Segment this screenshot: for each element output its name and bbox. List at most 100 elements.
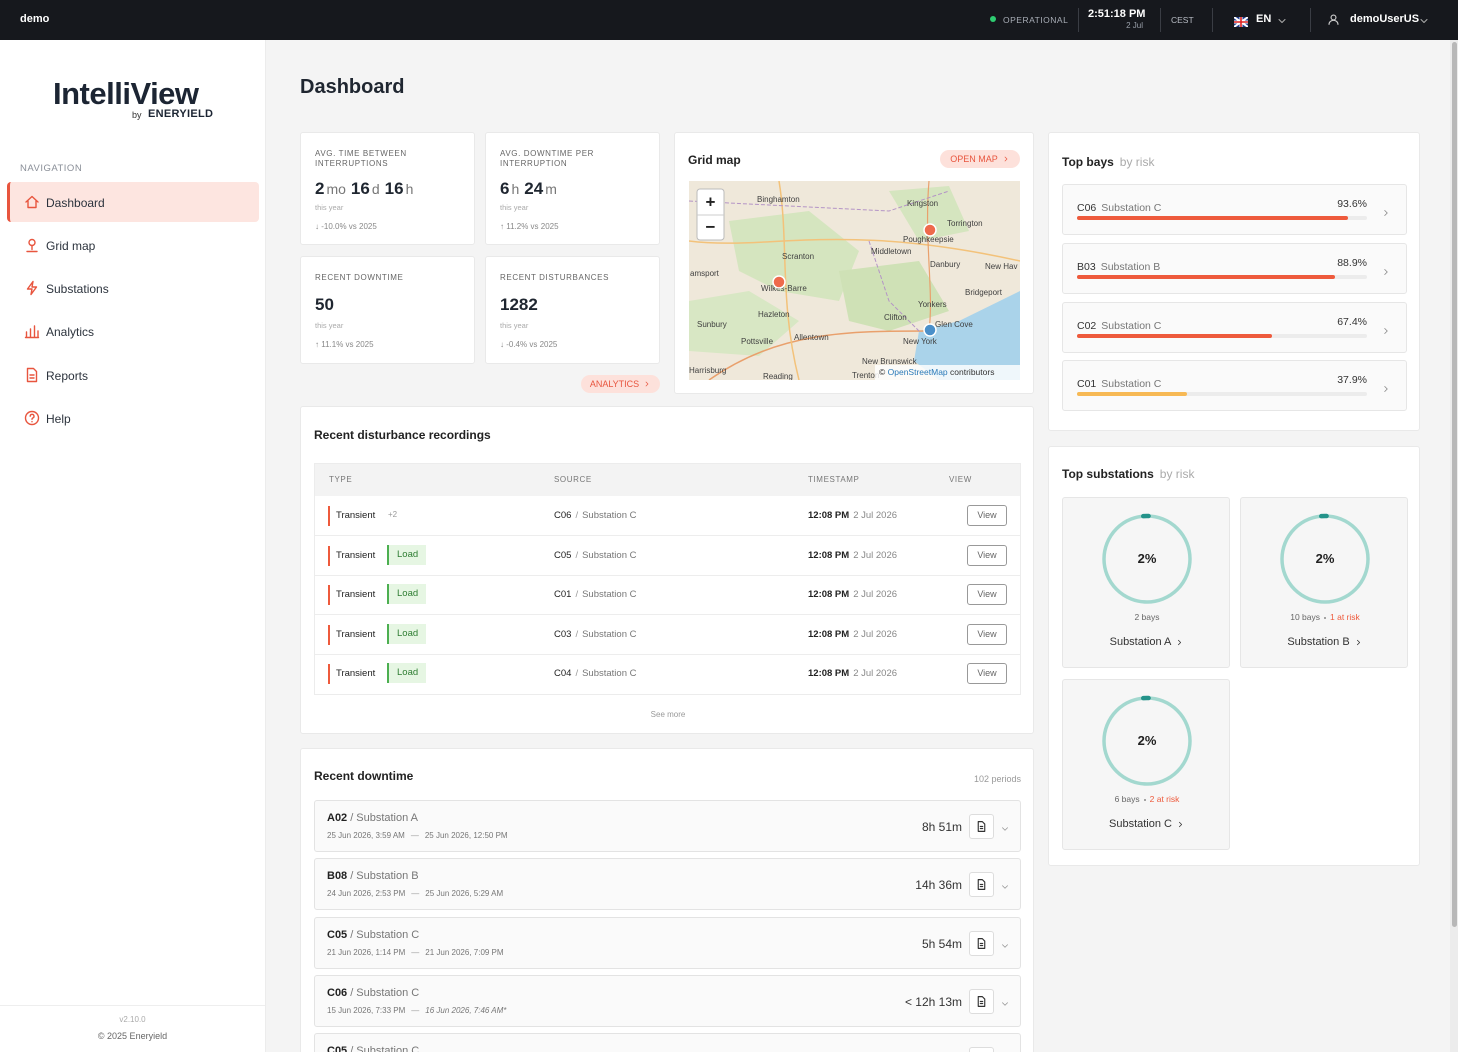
zoom-control: + − <box>696 188 725 241</box>
risk-ring <box>1101 695 1193 787</box>
bay-risk-track <box>1077 334 1367 338</box>
view-button[interactable]: View <box>967 663 1007 685</box>
at-risk: 2 at risk <box>1149 794 1180 804</box>
downtime-substation: Substation B <box>356 870 419 883</box>
timestamp: 12:08 PM 2 Jul 2026 <box>808 668 897 679</box>
icon-part <box>1384 328 1388 334</box>
zoom-out[interactable]: − <box>706 217 716 236</box>
downtime-row[interactable]: C05/Substation C <box>314 1033 1021 1052</box>
bay-risk-bar <box>1077 216 1349 220</box>
range-start: 15 Jun 2026, 7:33 PM <box>327 1005 406 1015</box>
nav-item[interactable]: Substations <box>7 268 259 308</box>
map-marker[interactable] <box>923 323 937 337</box>
downtime-row[interactable]: C06/Substation C 15 Jun 2026, 7:33 PM — 16 … <box>314 974 1021 1027</box>
table-row: Transient Load C03/Substation C 12:08 PM 2 J… <box>315 615 1020 655</box>
chevron <box>1381 205 1391 216</box>
type-marker <box>328 545 330 566</box>
report-button[interactable] <box>969 872 994 898</box>
source: C01/Substation C <box>554 589 636 600</box>
icon-part <box>1004 156 1008 162</box>
timestamp: 12:08 PM 2 Jul 2026 <box>808 510 897 521</box>
bay-item[interactable]: C02 Substation C 67.4% <box>1062 302 1407 353</box>
report-button[interactable] <box>969 988 994 1014</box>
map-label: Glen Cove <box>935 320 973 329</box>
kpi-change: ↓ -0.4% vs 2025 <box>500 340 558 349</box>
kpi-number: 16 <box>384 179 404 198</box>
chevron-down <box>1000 996 1010 1006</box>
bay-item[interactable]: C01 Substation C 37.9% <box>1062 360 1407 411</box>
view-button[interactable]: View <box>967 544 1007 566</box>
bay-item[interactable]: C06 Substation C 93.6% <box>1062 184 1407 235</box>
downtime-row[interactable]: C05/Substation C 21 Jun 2026, 1:14 PM —21 … <box>314 916 1021 969</box>
nav-item[interactable]: Reports <box>7 355 259 395</box>
icon-part <box>645 381 649 387</box>
map-label: Wilkes-Barre <box>761 284 807 293</box>
map-label: Binghamton <box>757 195 800 204</box>
substation-tile[interactable]: 2% 10 bays 1 at risk Substation B <box>1240 497 1408 668</box>
report-button[interactable] <box>969 814 994 839</box>
nav-item[interactable]: Help <box>7 398 259 438</box>
downtime-range: 21 Jun 2026, 1:14 PM — 21 Jun 2026, 7:09 P… <box>327 948 504 957</box>
kpi-number: 24 <box>524 179 544 198</box>
substation-tile[interactable]: 2% 6 bays 2 at risk Substation C <box>1062 679 1230 850</box>
chevron-down <box>1276 14 1288 26</box>
substation-tile[interactable]: 2% 2 bays Substation A <box>1062 497 1230 668</box>
logo-by: by <box>132 110 142 120</box>
map[interactable]: + − Binghamton Kingston Torrington Pough… <box>689 181 1020 380</box>
kpi-card: RECENT DOWNTIME 50 this year ↑ 11.1% vs 202… <box>300 256 475 364</box>
downtime-source: A02/Substation A <box>327 812 418 824</box>
downtime-row[interactable]: A02/Substation A 25 Jun 2026, 3:59 AM —25 … <box>314 800 1021 852</box>
divider <box>1078 8 1079 32</box>
disturbances-table: TYPE SOURCE TIMESTAMP VIEW Transient +2 C06/Su… <box>314 463 1021 695</box>
scrollbar-thumb[interactable] <box>1452 42 1457 927</box>
nav-label: Help <box>46 412 71 426</box>
downtime-range: 15 Jun 2026, 7:33 PM — 16 Jun 2026, 7:46 A… <box>327 1006 506 1015</box>
view-button[interactable]: View <box>967 584 1007 606</box>
risk-ring <box>1279 513 1371 605</box>
nav-item[interactable]: Analytics <box>7 311 259 351</box>
report-button[interactable] <box>969 1047 994 1052</box>
page-title: Dashboard <box>300 76 405 98</box>
open-map-button[interactable]: OPEN MAP <box>940 150 1020 168</box>
icon-part <box>1330 14 1337 21</box>
icon-part <box>1004 156 1008 162</box>
icon-part <box>977 937 986 949</box>
icon-part <box>1002 943 1008 948</box>
icon-part <box>977 879 986 891</box>
nav-item[interactable]: Dashboard <box>7 182 259 222</box>
language[interactable]: EN <box>1256 13 1272 25</box>
chevron <box>1176 820 1185 829</box>
icon-part <box>1178 821 1183 827</box>
source-bay: C03 <box>554 628 572 640</box>
downtime-row[interactable]: B08/Substation B 24 Jun 2026, 2:53 PM — 25 … <box>314 858 1021 911</box>
type: Transient <box>336 510 376 521</box>
top-substations-card: Top substations by risk 2% 2 bays Substation… <box>1048 446 1420 866</box>
chevron <box>643 380 651 388</box>
see-more[interactable]: See more <box>650 710 686 719</box>
report-button[interactable] <box>969 930 994 956</box>
map-forest <box>889 186 969 241</box>
attribution-link[interactable]: OpenStreetMap <box>888 367 948 377</box>
icon-part <box>1328 19 1339 25</box>
bay-item[interactable]: B03 Substation B 88.9% <box>1062 243 1407 294</box>
map-marker[interactable] <box>772 275 786 289</box>
map-label: Yonkers <box>918 300 947 309</box>
time: 12:08 PM <box>808 589 850 601</box>
icon-part <box>1002 1002 1008 1006</box>
chevron <box>1002 155 1010 163</box>
map-marker[interactable] <box>923 223 937 237</box>
map-label: Allentown <box>794 333 829 342</box>
separator: / <box>350 812 354 824</box>
range-end: 25 Jun 2026, 5:29 AM <box>425 889 504 899</box>
icon-part <box>1002 827 1008 831</box>
date: 2 Jul 2026 <box>853 668 898 680</box>
time: 12:08 PM <box>808 510 850 521</box>
icon-part <box>24 410 40 426</box>
bay-substation: Substation C <box>1101 320 1162 332</box>
nav-item[interactable]: Grid map <box>7 225 259 265</box>
user[interactable]: demoUserUS <box>1350 13 1420 25</box>
zoom-in[interactable]: + <box>706 192 716 211</box>
view-button[interactable]: View <box>967 623 1007 645</box>
analytics-button[interactable]: ANALYTICS <box>581 375 660 393</box>
view-button[interactable]: View <box>967 505 1007 526</box>
